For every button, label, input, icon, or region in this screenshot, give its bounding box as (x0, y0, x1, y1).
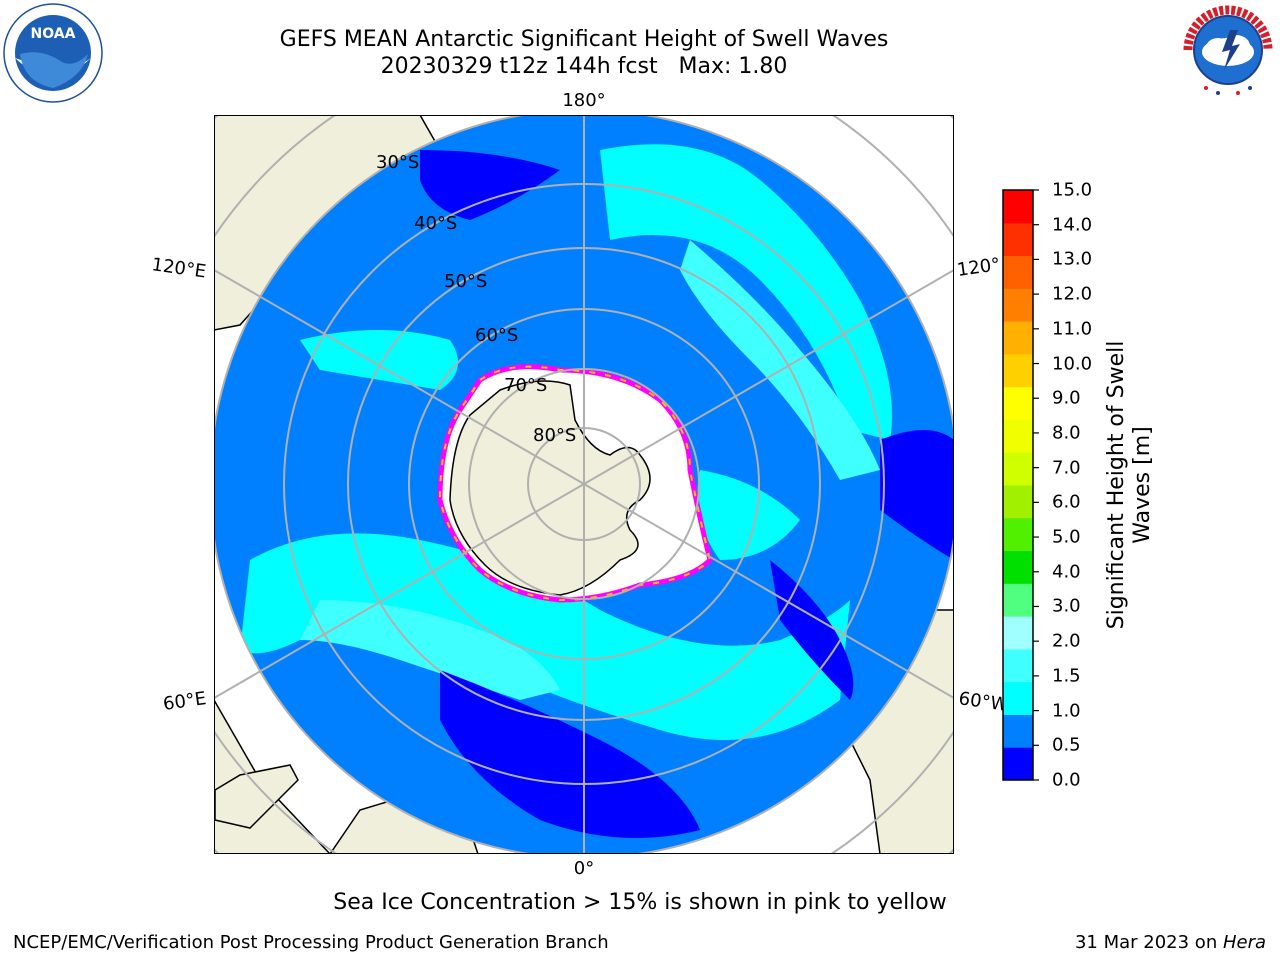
colorbar-tick-label: 11.0 (1052, 318, 1093, 340)
colorbar-segment (1003, 419, 1033, 453)
colorbar-tick-label: 0.5 (1052, 734, 1081, 756)
colorbar-tick-label: 13.0 (1052, 248, 1093, 270)
colorbar-segment (1003, 386, 1033, 420)
lat-label-30s: 30°S (376, 152, 419, 173)
colorbar-tick-label: 10.0 (1052, 353, 1093, 375)
lon-label-bottom: 0° (574, 858, 594, 879)
colorbar-segment (1003, 616, 1033, 650)
colorbar-segment (1003, 714, 1033, 748)
swell-band-pacific-inner (680, 240, 880, 480)
low-swell-tasman (420, 150, 560, 220)
colorbar-segment (1003, 681, 1033, 715)
lat-label-50s: 50°S (444, 271, 487, 292)
colorbar-title: Significant Height of Swell Waves [m] (1104, 340, 1155, 630)
swell-band-drake (697, 470, 800, 560)
colorbar-segment (1003, 517, 1033, 552)
low-swell-patagonia (770, 560, 854, 700)
swell-band-west (300, 330, 458, 390)
colorbar-tick-label: 7.0 (1052, 457, 1081, 479)
title-block: GEFS MEAN Antarctic Significant Height o… (164, 26, 1004, 80)
colorbar-segment (1003, 255, 1033, 289)
swell-band-indian (240, 533, 850, 740)
low-swell-atlantic (880, 430, 954, 560)
lat-label-80s: 80°S (533, 425, 576, 446)
colorbar-tick-label: 1.5 (1052, 665, 1081, 687)
colorbar-segment (1003, 485, 1033, 519)
colorbar-segment (1003, 353, 1033, 388)
footer-credit: NCEP/EMC/Verification Post Processing Pr… (13, 932, 609, 953)
colorbar-segment (1003, 648, 1033, 683)
colorbar-segment (1003, 222, 1033, 257)
lon-label-lower-left: 60°E (162, 688, 208, 715)
swell-band-indian-inner (300, 600, 560, 700)
colorbar-tick-label: 15.0 (1052, 179, 1093, 201)
colorbar-segment (1003, 288, 1033, 322)
lat-label-40s: 40°S (414, 213, 457, 234)
colorbar-segment (1003, 190, 1033, 224)
footer-date-text: 31 Mar 2023 on (1074, 932, 1223, 953)
noaa-logo-icon: NOAA (3, 3, 103, 103)
sea-ice-caption: Sea Ice Concentration > 15% is shown in … (333, 890, 947, 915)
noaa-logo-text: NOAA (31, 26, 76, 42)
colorbar-tick-label: 12.0 (1052, 283, 1093, 305)
nws-logo-icon (1180, 2, 1276, 98)
footer-date: 31 Mar 2023 on Hera (1075, 932, 1266, 953)
colorbar-tick-label: 0.0 (1052, 769, 1081, 791)
colorbar-tick-label: 6.0 (1052, 491, 1081, 513)
sea-ice-yellow (438, 365, 712, 602)
colorbar-segment (1003, 550, 1033, 584)
colorbar-segment (1003, 747, 1033, 781)
colorbar-tick-label: 2.0 (1052, 630, 1081, 652)
colorbar-tick-label: 3.0 (1052, 595, 1081, 617)
colorbar-segment (1003, 452, 1033, 486)
colorbar-segment (1003, 583, 1033, 617)
lon-label-lower-right: 60°W (957, 688, 1009, 716)
colorbar-segment (1003, 321, 1033, 355)
colorbar-tick-label: 1.0 (1052, 700, 1081, 722)
chart-subtitle: 20230329 t12z 144h fcst Max: 1.80 (380, 54, 788, 79)
colorbar-tick-label: 5.0 (1052, 526, 1081, 548)
lon-label-upper-left: 120°E (150, 254, 207, 282)
colorbar-tick-label: 4.0 (1052, 561, 1081, 583)
colorbar-tick-label: 9.0 (1052, 387, 1081, 409)
swell-band-pacific (600, 144, 892, 441)
low-swell-south-indian (440, 670, 700, 838)
lat-label-60s: 60°S (475, 325, 518, 346)
lon-label-top: 180° (562, 90, 605, 111)
lon-label-upper-right: 120° (956, 254, 1002, 281)
colorbar-frame (1002, 189, 1034, 781)
colorbar-tick-label: 14.0 (1052, 214, 1093, 236)
lat-label-70s: 70°S (504, 375, 547, 396)
colorbar-tick-label: 8.0 (1052, 422, 1081, 444)
chart-title: GEFS MEAN Antarctic Significant Height o… (279, 27, 889, 52)
graticule (214, 115, 954, 854)
colorbar (1002, 189, 1039, 781)
footer-machine: Hera (1222, 932, 1266, 953)
